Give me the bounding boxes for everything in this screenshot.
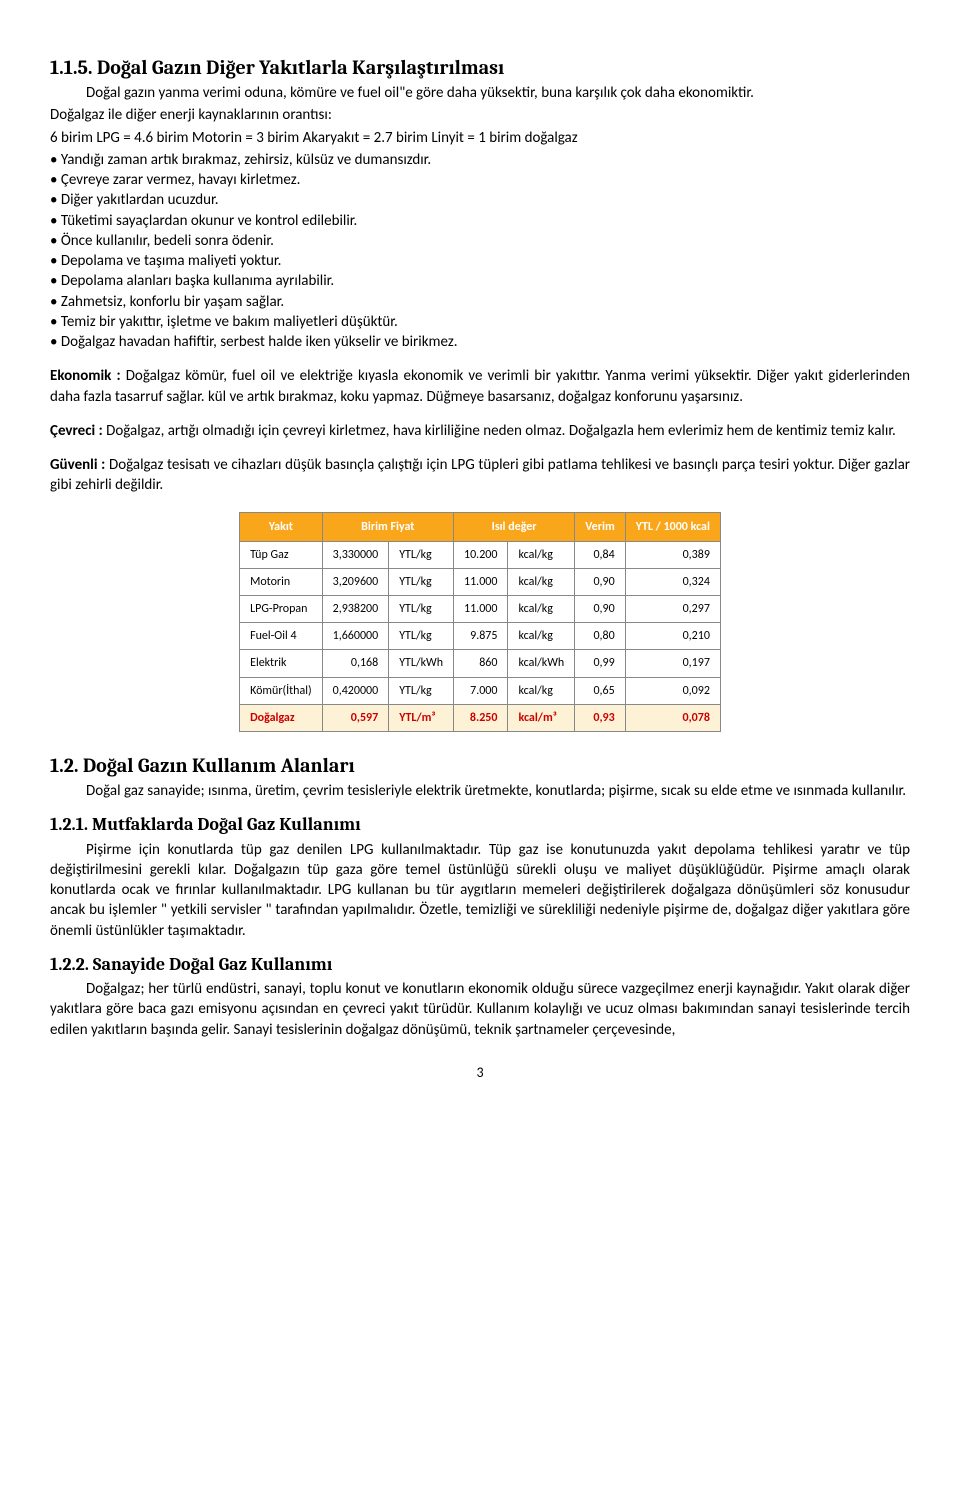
table-cell: 860 <box>454 650 508 677</box>
table-cell: 0,99 <box>575 650 626 677</box>
table-cell: Doğalgaz <box>240 704 323 731</box>
p-115-ratio: 6 birim LPG = 4.6 birim Motorin = 3 biri… <box>50 128 910 148</box>
table-cell: Kömür(İthal) <box>240 677 323 704</box>
table-cell: kcal/kg <box>508 568 575 595</box>
table-cell: 7.000 <box>454 677 508 704</box>
list-item: • Zahmetsiz, konforlu bir yaşam sağlar. <box>50 292 910 312</box>
label-cevreci: Çevreci : <box>50 422 103 440</box>
table-cell: 0,210 <box>625 623 720 650</box>
heading-1-2: 1.2. Doğal Gazın Kullanım Alanları <box>50 752 910 779</box>
text-ekonomik: Doğalgaz kömür, fuel oil ve elektriğe kı… <box>50 367 910 405</box>
table-cell: YTL/kWh <box>389 650 454 677</box>
text-cevreci: Doğalgaz, artığı olmadığı için çevreyi k… <box>103 422 896 440</box>
table-cell: YTL/kg <box>389 623 454 650</box>
table-cell: Fuel-Oil 4 <box>240 623 323 650</box>
table-cell: YTL/kg <box>389 541 454 568</box>
table-row: Doğalgaz0,597YTL/m³8.250kcal/m³0,930,078 <box>240 704 721 731</box>
list-item: • Depolama alanları başka kullanıma ayrı… <box>50 271 910 291</box>
table-cell: YTL/m³ <box>389 704 454 731</box>
table-row: Fuel-Oil 41,660000YTL/kg9.875kcal/kg0,80… <box>240 623 721 650</box>
table-cell: 8.250 <box>454 704 508 731</box>
table-cell: Tüp Gaz <box>240 541 323 568</box>
table-cell: kcal/kg <box>508 541 575 568</box>
table-cell: 0,90 <box>575 596 626 623</box>
p-122: Doğalgaz; her türlü endüstri, sanayi, to… <box>50 979 910 1040</box>
col-ytl1000kcal: YTL / 1000 kcal <box>625 512 720 541</box>
label-ekonomik: Ekonomik : <box>50 367 121 385</box>
table-cell: 11.000 <box>454 596 508 623</box>
table-cell: 0,389 <box>625 541 720 568</box>
fuel-comparison-table: Yakıt Birim Fiyat Isıl değer Verim YTL /… <box>239 512 721 733</box>
col-yakit: Yakıt <box>240 512 323 541</box>
p-guvenli: Güvenli : Doğalgaz tesisatı ve cihazları… <box>50 455 910 496</box>
list-item: • Diğer yakıtlardan ucuzdur. <box>50 190 910 210</box>
table-cell: 0,078 <box>625 704 720 731</box>
table-cell: 0,80 <box>575 623 626 650</box>
table-cell: 2,938200 <box>322 596 389 623</box>
table-cell: 0,597 <box>322 704 389 731</box>
advantages-list: • Yandığı zaman artık bırakmaz, zehirsiz… <box>50 150 910 353</box>
list-item: • Tüketimi sayaçlardan okunur ve kontrol… <box>50 211 910 231</box>
list-item: • Önce kullanılır, bedeli sonra ödenir. <box>50 231 910 251</box>
heading-1-2-1: 1.2.1. Mutfaklarda Doğal Gaz Kullanımı <box>50 813 910 837</box>
text-guvenli: Doğalgaz tesisatı ve cihazları düşük bas… <box>50 456 910 494</box>
p-115-intro: Doğal gazın yanma verimi oduna, kömüre v… <box>50 83 910 103</box>
heading-1-1-5: 1.1.5. Doğal Gazın Diğer Yakıtlarla Karş… <box>50 54 910 81</box>
table-cell: 0,324 <box>625 568 720 595</box>
table-cell: kcal/kg <box>508 677 575 704</box>
list-item: • Çevreye zarar vermez, havayı kirletmez… <box>50 170 910 190</box>
col-isil-deger: Isıl değer <box>454 512 575 541</box>
table-cell: 9.875 <box>454 623 508 650</box>
p-12: Doğal gaz sanayide; ısınma, üretim, çevr… <box>50 781 910 801</box>
list-item: • Doğalgaz havadan hafiftir, serbest hal… <box>50 332 910 352</box>
p-ekonomik: Ekonomik : Doğalgaz kömür, fuel oil ve e… <box>50 366 910 407</box>
table-cell: LPG-Propan <box>240 596 323 623</box>
table-cell: kcal/kg <box>508 623 575 650</box>
table-cell: 10.200 <box>454 541 508 568</box>
table-cell: 0,93 <box>575 704 626 731</box>
table-cell: kcal/m³ <box>508 704 575 731</box>
table-cell: 3,209600 <box>322 568 389 595</box>
p-121: Pişirme için konutlarda tüp gaz denilen … <box>50 840 910 941</box>
table-cell: 0,197 <box>625 650 720 677</box>
label-guvenli: Güvenli : <box>50 456 105 474</box>
table-cell: 0,84 <box>575 541 626 568</box>
list-item: • Yandığı zaman artık bırakmaz, zehirsiz… <box>50 150 910 170</box>
table-row: Kömür(İthal)0,420000YTL/kg7.000kcal/kg0,… <box>240 677 721 704</box>
table-cell: 0,65 <box>575 677 626 704</box>
table-cell: YTL/kg <box>389 596 454 623</box>
table-cell: 0,092 <box>625 677 720 704</box>
list-item: • Temiz bir yakıttır, işletme ve bakım m… <box>50 312 910 332</box>
table-cell: kcal/kWh <box>508 650 575 677</box>
col-birim-fiyat: Birim Fiyat <box>322 512 453 541</box>
table-row: Tüp Gaz3,330000YTL/kg10.200kcal/kg0,840,… <box>240 541 721 568</box>
table-row: LPG-Propan2,938200YTL/kg11.000kcal/kg0,9… <box>240 596 721 623</box>
table-cell: 3,330000 <box>322 541 389 568</box>
list-item: • Depolama ve taşıma maliyeti yoktur. <box>50 251 910 271</box>
page-number: 3 <box>50 1064 910 1083</box>
table-cell: 0,420000 <box>322 677 389 704</box>
p-cevreci: Çevreci : Doğalgaz, artığı olmadığı için… <box>50 421 910 441</box>
table-row: Elektrik0,168YTL/kWh860kcal/kWh0,990,197 <box>240 650 721 677</box>
table-header-row: Yakıt Birim Fiyat Isıl değer Verim YTL /… <box>240 512 721 541</box>
table-cell: kcal/kg <box>508 596 575 623</box>
table-cell: YTL/kg <box>389 568 454 595</box>
fuel-comparison-table-wrap: Yakıt Birim Fiyat Isıl değer Verim YTL /… <box>50 512 910 733</box>
table-cell: 0,297 <box>625 596 720 623</box>
table-cell: Elektrik <box>240 650 323 677</box>
table-cell: YTL/kg <box>389 677 454 704</box>
p-115-ratio-label: Doğalgaz ile diğer enerji kaynaklarının … <box>50 105 910 125</box>
table-row: Motorin3,209600YTL/kg11.000kcal/kg0,900,… <box>240 568 721 595</box>
table-cell: Motorin <box>240 568 323 595</box>
table-cell: 1,660000 <box>322 623 389 650</box>
table-cell: 0,90 <box>575 568 626 595</box>
col-verim: Verim <box>575 512 626 541</box>
heading-1-2-2: 1.2.2. Sanayide Doğal Gaz Kullanımı <box>50 953 910 977</box>
table-cell: 11.000 <box>454 568 508 595</box>
table-cell: 0,168 <box>322 650 389 677</box>
